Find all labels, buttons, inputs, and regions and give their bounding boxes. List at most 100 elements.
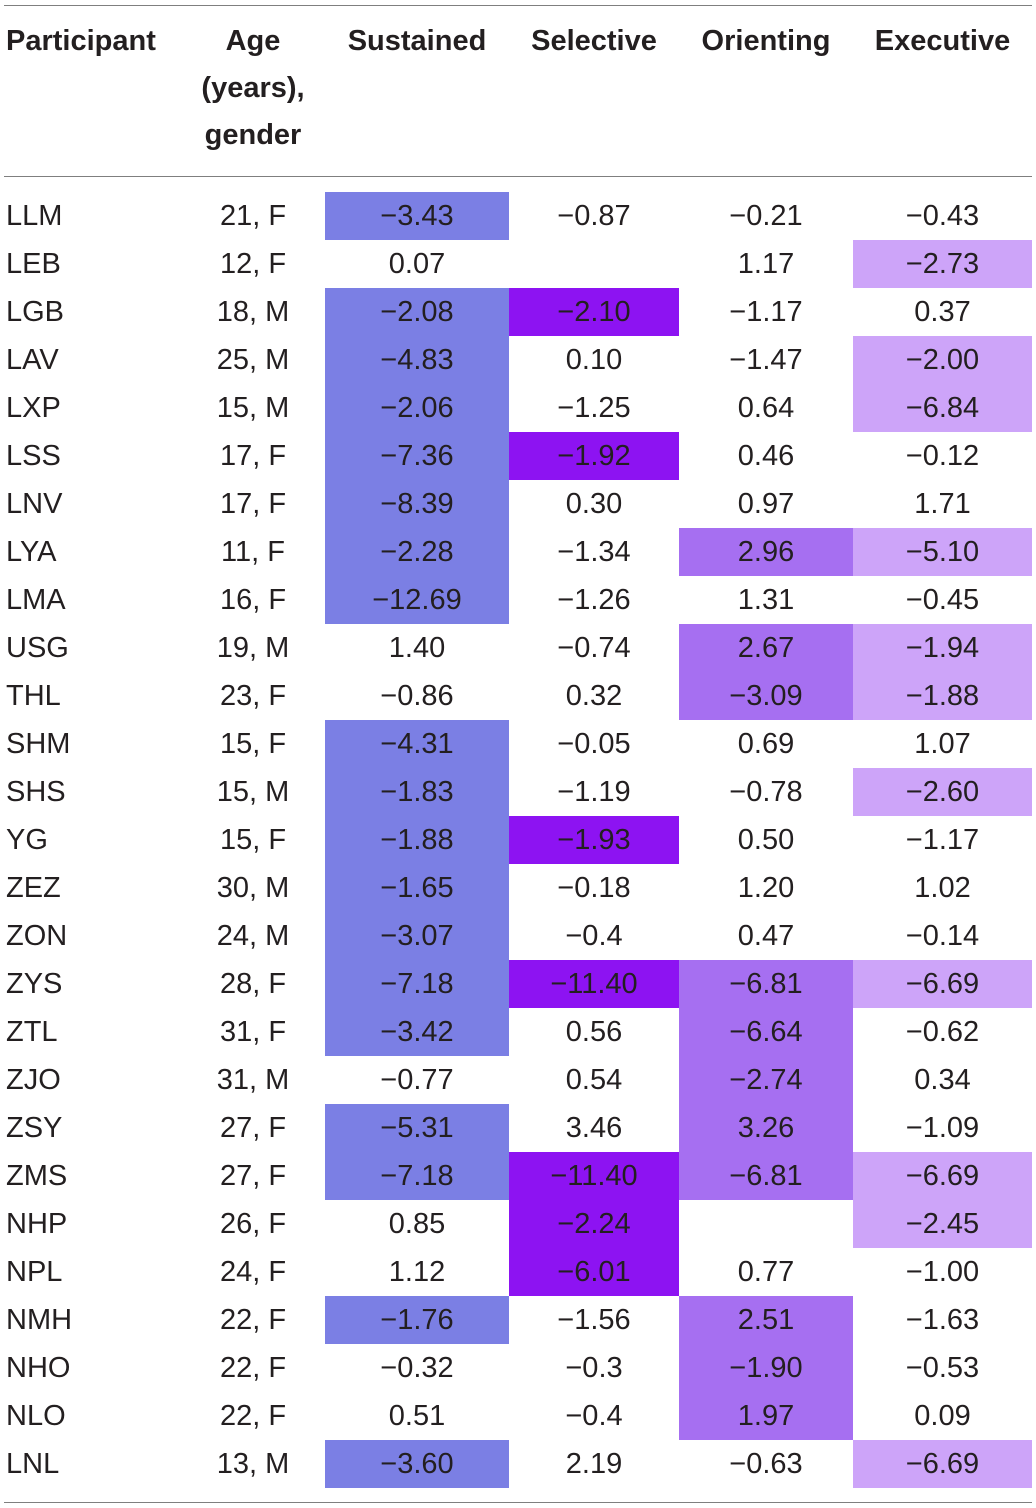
executive-cell: −1.17 — [905, 824, 980, 856]
highlighted-selective-cell: −6.01 — [509, 1248, 679, 1296]
orienting-cell: 0.50 — [737, 824, 795, 856]
age-cell: 28, F — [219, 968, 287, 1000]
participant-cell: NHO — [6, 1352, 71, 1384]
age-cell: 31, M — [216, 1064, 290, 1096]
executive-cell: 1.02 — [914, 872, 971, 904]
selective-cell: −0.05 — [557, 728, 631, 760]
orienting-cell: 1.17 — [737, 248, 795, 280]
highlighted-orienting-cell: 2.96 — [679, 528, 853, 576]
participant-cell: ZTL — [6, 1016, 58, 1048]
highlighted-sustained-cell: −3.42 — [325, 1008, 509, 1056]
age-cell: 30, M — [216, 872, 290, 904]
age-cell: 31, F — [219, 1016, 287, 1048]
age-cell: 15, F — [219, 728, 287, 760]
table-row: ZSY 27, F −5.31 3.46 3.26 −1.09 — [0, 1104, 1036, 1152]
highlighted-sustained-cell: −3.60 — [325, 1440, 509, 1488]
age-cell: 21, F — [219, 200, 287, 232]
participant-cell: LYA — [6, 536, 57, 568]
highlighted-sustained-cell: −5.31 — [325, 1104, 509, 1152]
table-row: LXP 15, M −2.06 −1.25 0.64 −6.84 — [0, 384, 1036, 432]
orienting-cell: 1.31 — [737, 584, 795, 616]
highlighted-orienting-cell: −6.81 — [679, 960, 853, 1008]
highlighted-orienting-cell: 1.97 — [679, 1392, 853, 1440]
participant-cell: LNL — [6, 1448, 60, 1480]
selective-cell: 0.10 — [565, 344, 623, 376]
participant-cell: LSS — [6, 440, 61, 472]
age-cell: 22, F — [219, 1400, 287, 1432]
participant-cell: SHM — [6, 728, 71, 760]
header-selective: Selective — [531, 25, 657, 57]
age-cell: 22, F — [219, 1352, 287, 1384]
highlighted-orienting-cell: 2.67 — [679, 624, 853, 672]
highlighted-sustained-cell: −4.31 — [325, 720, 509, 768]
orienting-cell: −0.21 — [729, 200, 803, 232]
highlighted-executive-cell: −1.94 — [853, 624, 1032, 672]
highlighted-sustained-cell: −12.69 — [325, 576, 509, 624]
selective-cell: −0.87 — [557, 200, 631, 232]
highlighted-orienting-cell: −6.81 — [679, 1152, 853, 1200]
table-top-rule — [4, 5, 1032, 6]
table-row: LYA 11, F −2.28 −1.34 2.96 −5.10 — [0, 528, 1036, 576]
selective-cell: −1.19 — [557, 776, 631, 808]
highlighted-selective-cell: −1.93 — [509, 816, 679, 864]
executive-cell: −0.14 — [905, 920, 980, 952]
selective-cell: −0.18 — [557, 872, 631, 904]
header-executive: Executive — [874, 25, 1011, 57]
highlighted-orienting-cell: −3.09 — [679, 672, 853, 720]
age-cell: 24, M — [216, 920, 290, 952]
age-cell: 23, F — [219, 680, 287, 712]
age-cell: 24, F — [219, 1256, 287, 1288]
table-row: LLM 21, F −3.43 −0.87 −0.21 −0.43 — [0, 192, 1036, 240]
table-row: NHP 26, F 0.85 −2.24 −2.45 — [0, 1200, 1036, 1248]
highlighted-sustained-cell: −3.43 — [325, 192, 509, 240]
orienting-cell: 0.97 — [737, 488, 795, 520]
table-row: LGB 18, M −2.08 −2.10 −1.17 0.37 — [0, 288, 1036, 336]
selective-cell: 0.30 — [565, 488, 623, 520]
participant-cell: ZYS — [6, 968, 63, 1000]
table-row: USG 19, M 1.40 −0.74 2.67 −1.94 — [0, 624, 1036, 672]
age-cell: 17, F — [219, 440, 287, 472]
sustained-cell: 1.12 — [388, 1256, 446, 1288]
participant-cell: ZEZ — [6, 872, 61, 904]
header-participant: Participant — [6, 25, 156, 57]
table-row: ZEZ 30, M −1.65 −0.18 1.20 1.02 — [0, 864, 1036, 912]
table-row: ZYS 28, F −7.18 −11.40 −6.81 −6.69 — [0, 960, 1036, 1008]
age-cell: 15, F — [219, 824, 287, 856]
table-body: LLM 21, F −3.43 −0.87 −0.21 −0.43 LEB 12, F 0.07… — [0, 192, 1036, 1488]
highlighted-selective-cell: −1.92 — [509, 432, 679, 480]
selective-cell: −1.34 — [557, 536, 631, 568]
highlighted-sustained-cell: −3.07 — [325, 912, 509, 960]
executive-cell: 0.09 — [914, 1400, 971, 1432]
highlighted-orienting-cell: −6.64 — [679, 1008, 853, 1056]
selective-cell: −1.25 — [557, 392, 631, 424]
executive-cell: −0.43 — [905, 200, 980, 232]
sustained-cell: −0.32 — [380, 1352, 454, 1384]
highlighted-orienting-cell: −2.74 — [679, 1056, 853, 1104]
participant-cell: SHS — [6, 776, 66, 808]
table-row: LMA 16, F −12.69 −1.26 1.31 −0.45 — [0, 576, 1036, 624]
age-cell: 13, M — [216, 1448, 290, 1480]
highlighted-selective-cell: −11.40 — [509, 960, 679, 1008]
participant-cell: NHP — [6, 1208, 68, 1240]
executive-cell: −1.09 — [905, 1112, 980, 1144]
table-row: SHS 15, M −1.83 −1.19 −0.78 −2.60 — [0, 768, 1036, 816]
orienting-cell: 1.20 — [737, 872, 795, 904]
orienting-cell: −1.17 — [729, 296, 803, 328]
selective-cell: −0.74 — [557, 632, 631, 664]
table-row: NHO 22, F −0.32 −0.3 −1.90 −0.53 — [0, 1344, 1036, 1392]
highlighted-orienting-cell: 2.51 — [679, 1296, 853, 1344]
age-cell: 25, M — [216, 344, 290, 376]
orienting-cell: −0.63 — [729, 1448, 803, 1480]
participant-cell: LEB — [6, 248, 61, 280]
age-cell: 16, F — [219, 584, 287, 616]
selective-cell: 2.19 — [565, 1448, 623, 1480]
selective-cell: −0.4 — [565, 920, 623, 952]
orienting-cell: 0.77 — [737, 1256, 795, 1288]
executive-cell: −1.63 — [905, 1304, 980, 1336]
table-row: LEB 12, F 0.07 1.17 −2.73 — [0, 240, 1036, 288]
age-cell: 18, M — [216, 296, 290, 328]
highlighted-sustained-cell: −2.28 — [325, 528, 509, 576]
highlighted-orienting-cell: 3.26 — [679, 1104, 853, 1152]
highlighted-selective-cell: −11.40 — [509, 1152, 679, 1200]
participant-cell: LAV — [6, 344, 59, 376]
